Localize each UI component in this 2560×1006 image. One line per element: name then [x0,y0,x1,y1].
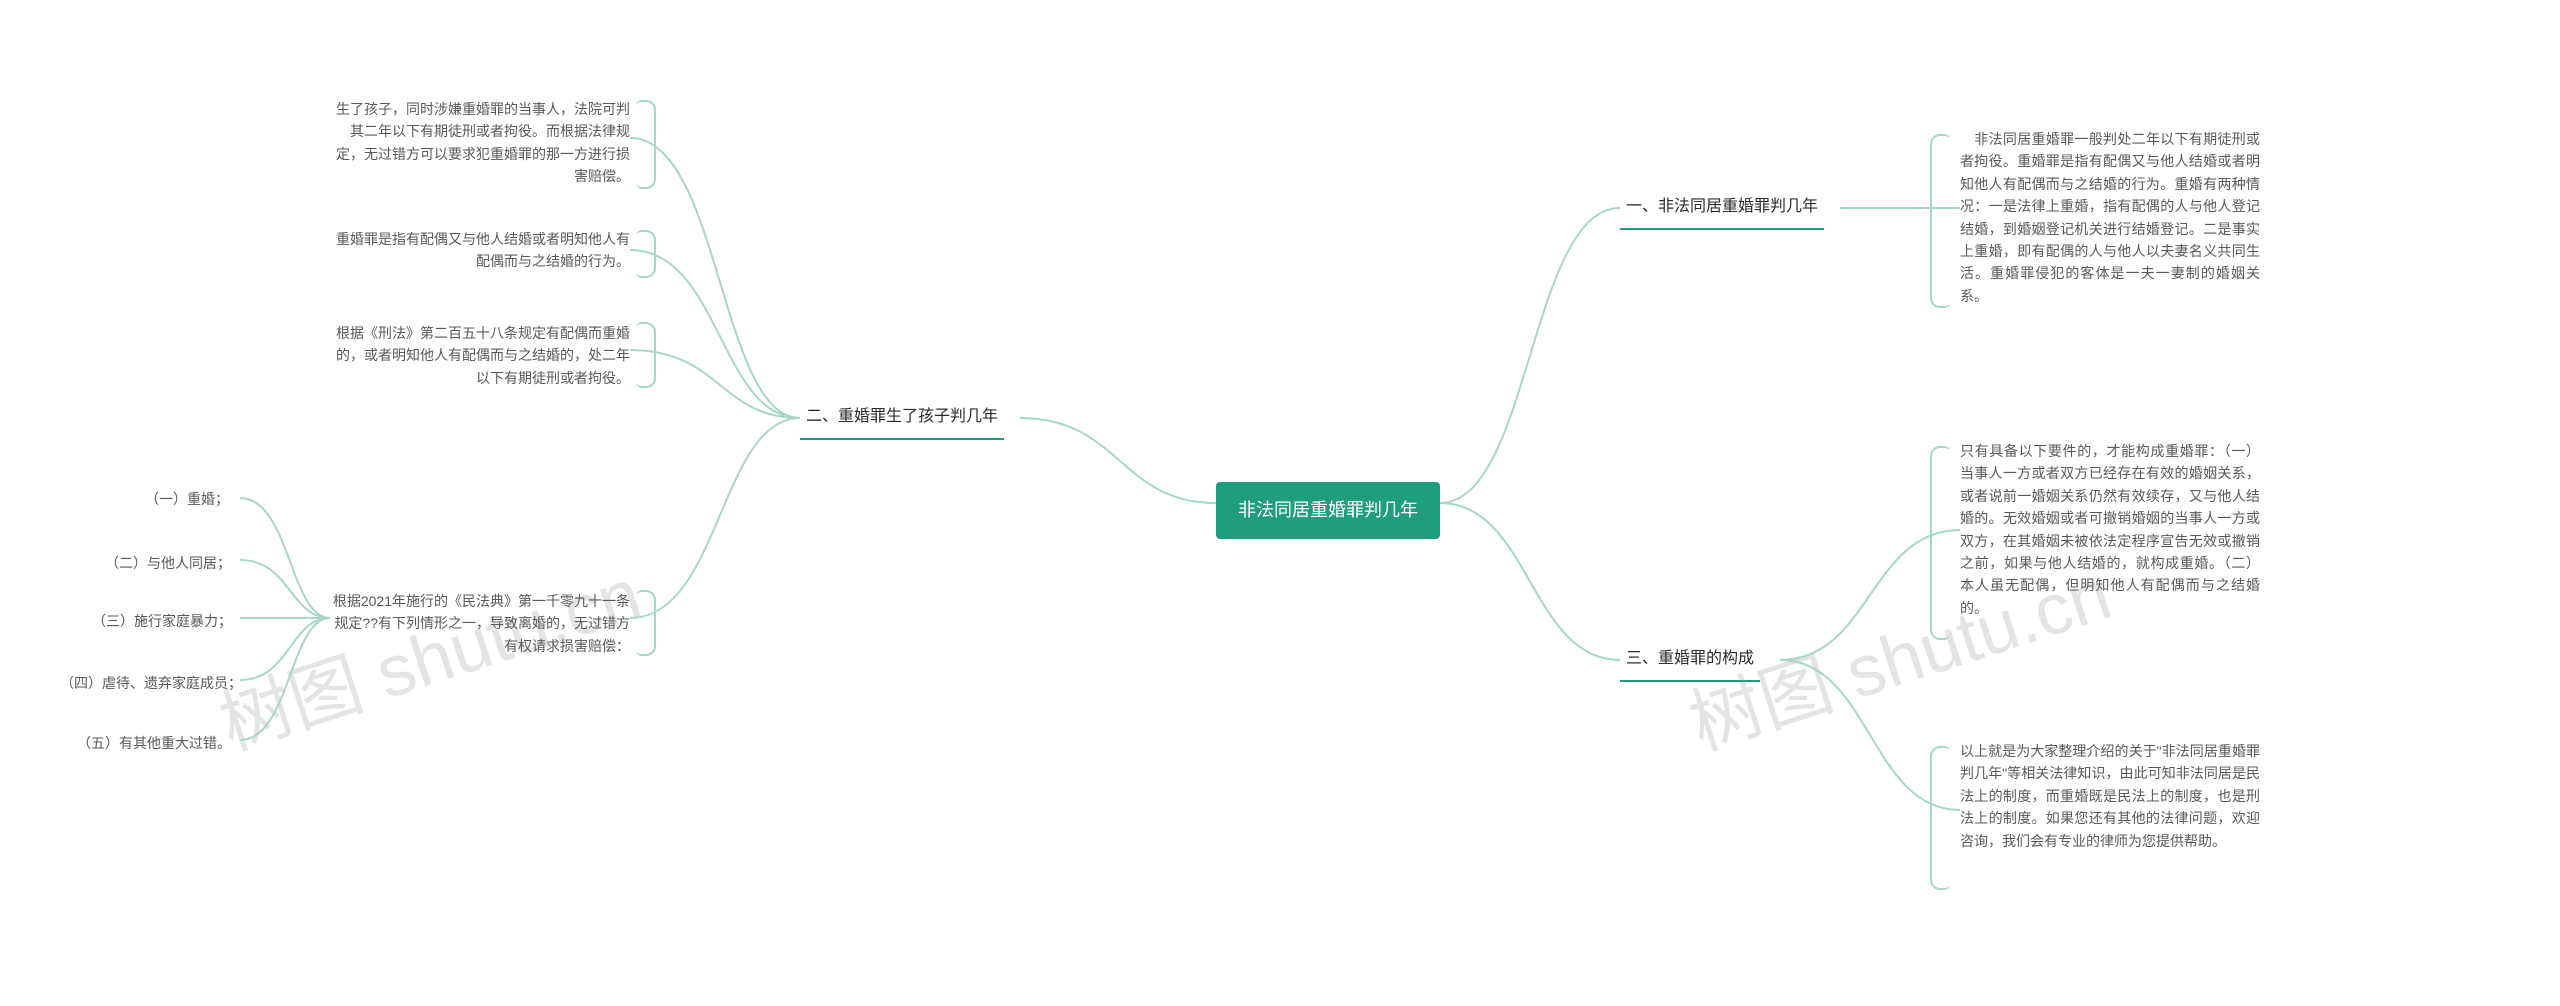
branch-1[interactable]: 一、非法同居重婚罪判几年 [1620,188,1824,230]
brace-b3-leaf2-right [1930,746,1950,890]
brace-b3-leaf1-right [1930,446,1950,640]
sub-3: （三）施行家庭暴力； [92,610,232,632]
branch-1-leaf: 非法同居重婚罪一般判处二年以下有期徒刑或者拘役。重婚罪是指有配偶又与他人结婚或者… [1960,128,2260,307]
brace-b2-leaf4-left [636,590,656,656]
brace-b1-right [1930,134,1950,308]
branch-3-leaf-1: 只有具备以下要件的，才能构成重婚罪：（一）当事人一方或者双方已经存在有效的婚姻关… [1960,440,2260,619]
branch-2-leaf-1: 生了孩子，同时涉嫌重婚罪的当事人，法院可判其二年以下有期徒刑或者拘役。而根据法律… [330,98,630,188]
branch-2[interactable]: 二、重婚罪生了孩子判几年 [800,398,1004,440]
branch-2-leaf-4: 根据2021年施行的《民法典》第一千零九十一条规定??有下列情形之一，导致离婚的… [330,590,630,657]
sub-4: （四）虐待、遗弃家庭成员； [60,672,242,694]
sub-2: （二）与他人同居； [105,552,231,574]
root-node[interactable]: 非法同居重婚罪判几年 [1216,482,1440,539]
brace-b2-leaf3-left [636,322,656,388]
branch-3-leaf-2: 以上就是为大家整理介绍的关于"非法同居重婚罪判几年"等相关法律知识，由此可知非法… [1960,740,2260,852]
branch-2-leaf-3: 根据《刑法》第二百五十八条规定有配偶而重婚的，或者明知他人有配偶而与之结婚的，处… [330,322,630,389]
brace-b2-leaf1-left [636,100,656,189]
sub-1: （一）重婚； [145,488,229,510]
branch-3[interactable]: 三、重婚罪的构成 [1620,640,1760,682]
branch-2-leaf-2: 重婚罪是指有配偶又与他人结婚或者明知他人有配偶而与之结婚的行为。 [330,228,630,273]
sub-5: （五）有其他重大过错。 [77,732,231,754]
brace-b2-leaf2-left [636,230,656,278]
